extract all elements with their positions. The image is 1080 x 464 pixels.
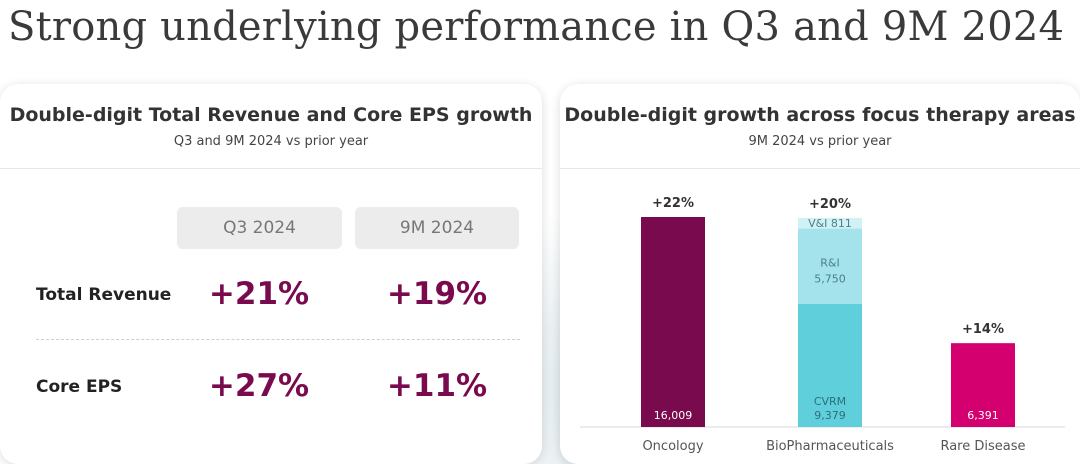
card-header: Double-digit growth across focus therapy… [560, 84, 1080, 169]
card-title: Double-digit growth across focus therapy… [564, 104, 1076, 126]
bar-segment-biopharmaceuticals-cvrm [798, 303, 862, 427]
bar-value-oncology: 16,009 [654, 409, 693, 422]
growth-label-rare-disease: +14% [962, 322, 1004, 337]
segment-label-vandi: V&I 811 [808, 217, 852, 230]
card-subtitle: 9M 2024 vs prior year [748, 134, 892, 149]
segment-label-randi: R&I [820, 257, 839, 270]
bar-segment-rare-disease [951, 343, 1015, 427]
row-label-total-revenue: Total Revenue [36, 285, 172, 305]
total-revenue-q3-value: +21% [208, 276, 310, 312]
total-revenue-9m-value: +19% [386, 276, 488, 312]
growth-label-biopharmaceuticals: +20% [809, 197, 851, 212]
segment-label-cvrm: CVRM [814, 395, 846, 408]
bar-segment-biopharmaceuticals-vandi [798, 217, 862, 229]
row-label-core-eps: Core EPS [36, 377, 123, 397]
category-label-oncology: Oncology [642, 439, 703, 454]
column-header-q3: Q3 2024 [177, 207, 342, 249]
segment-value-cvrm: 9,379 [814, 409, 846, 422]
category-label-rare-disease: Rare Disease [940, 439, 1025, 454]
segment-value-randi: 5,750 [814, 273, 846, 286]
page-title: Strong underlying performance in Q3 and … [8, 4, 1065, 50]
core-eps-q3-value: +27% [208, 368, 310, 404]
category-label-biopharmaceuticals: BioPharmaceuticals [766, 439, 894, 454]
card-subtitle: Q3 and 9M 2024 vs prior year [173, 134, 369, 149]
row-divider [36, 339, 520, 340]
bar-value-rare-disease: 6,391 [967, 409, 999, 422]
growth-label-oncology: +22% [652, 196, 694, 211]
revenue-eps-card: Double-digit Total Revenue and Core EPS … [0, 84, 542, 464]
column-header-9m: 9M 2024 [355, 207, 519, 249]
card-title: Double-digit Total Revenue and Core EPS … [9, 104, 533, 126]
card-header: Double-digit Total Revenue and Core EPS … [0, 84, 542, 169]
bar-segment-biopharmaceuticals-randi [798, 228, 862, 304]
core-eps-9m-value: +11% [386, 368, 488, 404]
bar-segment-oncology [641, 217, 705, 427]
